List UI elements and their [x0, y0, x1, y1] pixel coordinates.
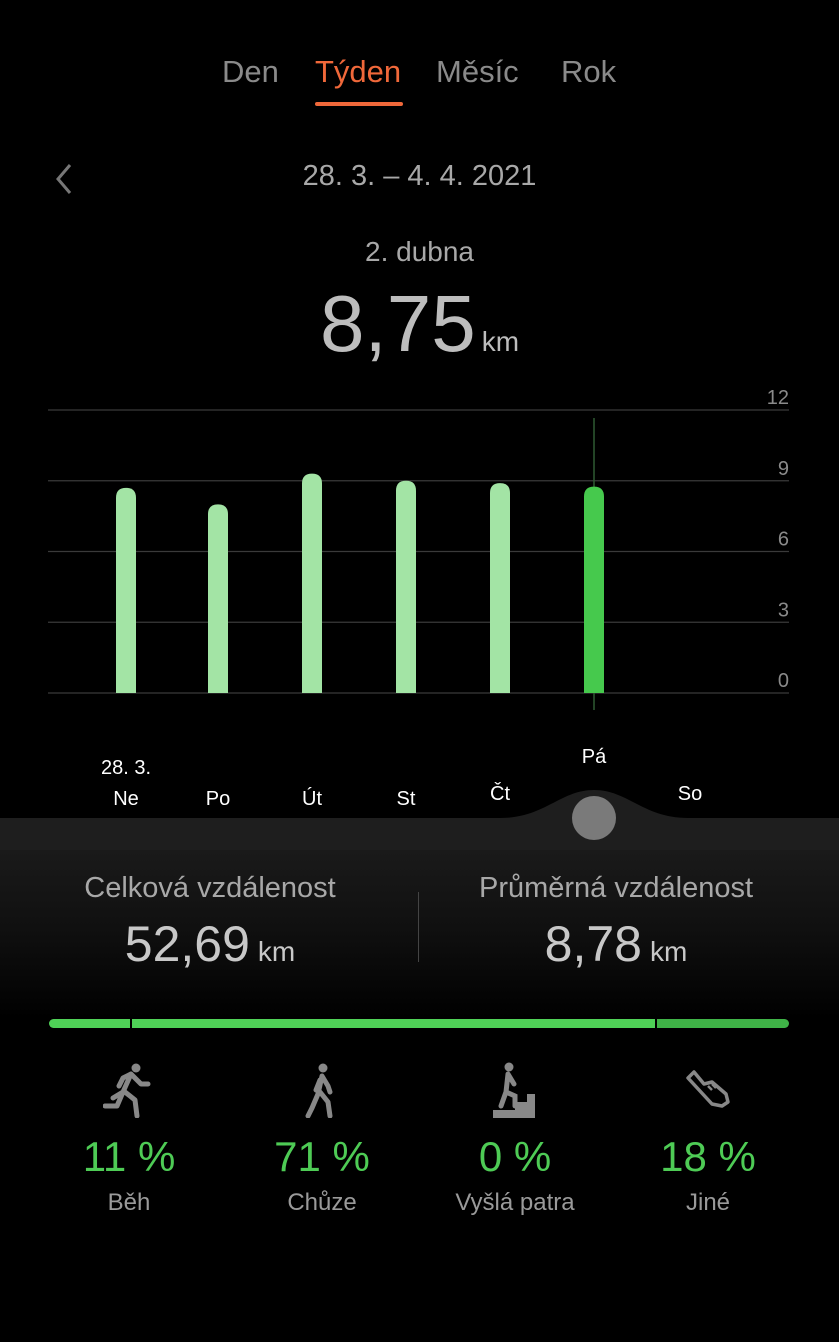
selected-unit: km — [481, 326, 520, 357]
total-distance-unit: km — [257, 936, 296, 967]
slider-handle[interactable] — [572, 796, 616, 840]
active-tab-indicator — [315, 102, 403, 106]
x-label-Čt[interactable]: Čt — [490, 783, 510, 805]
total-distance: Celková vzdálenost 52,69 km — [0, 872, 420, 973]
shoe-icon — [686, 1070, 730, 1108]
selected-value: 8,75 km — [0, 278, 839, 370]
selected-distance: 8,75 — [319, 279, 476, 368]
x-label-Út[interactable]: Út — [302, 788, 322, 810]
bar-Ne — [116, 487, 136, 693]
bar-Út — [302, 473, 322, 693]
floors-label: Vyšlá patra — [455, 1189, 575, 1216]
y-tick-label: 9 — [778, 458, 789, 480]
x-label-Po[interactable]: Po — [205, 788, 231, 810]
tab-rok[interactable]: Rok — [561, 54, 617, 89]
other-label: Jiné — [685, 1189, 731, 1216]
running-percent: 11 % — [82, 1133, 176, 1180]
x-label-first-date: 28. 3. — [100, 757, 152, 779]
activity-breakdown-bar — [49, 1019, 789, 1028]
x-label-St[interactable]: St — [396, 788, 416, 810]
y-tick-label: 3 — [778, 599, 789, 621]
walking-label: Chůze — [287, 1189, 357, 1216]
running-icon — [102, 1063, 151, 1119]
tab-mesic[interactable]: Měsíc — [436, 54, 519, 89]
activity-floors: 0 % Vyšlá patra — [415, 1062, 615, 1217]
floors-percent: 0 % — [478, 1133, 552, 1180]
average-distance-label: Průměrná vzdálenost — [478, 872, 754, 904]
running-label: Běh — [107, 1189, 151, 1216]
breakdown-segment — [49, 1019, 130, 1028]
x-label-Ne[interactable]: Ne — [113, 788, 139, 810]
bar-Pá — [584, 486, 604, 693]
y-tick-label: 12 — [767, 387, 789, 409]
average-distance: Průměrná vzdálenost 8,78 km — [406, 872, 826, 973]
stairs-icon — [493, 1062, 535, 1118]
y-tick-label: 6 — [778, 529, 789, 551]
bar-St — [396, 480, 416, 693]
divider — [418, 892, 419, 962]
x-label-Pá[interactable]: Pá — [581, 746, 607, 768]
activity-other: 18 % Jiné — [608, 1062, 808, 1217]
walking-icon — [305, 1063, 333, 1119]
bar-Čt — [490, 483, 510, 693]
total-distance-label: Celková vzdálenost — [84, 872, 336, 904]
breakdown-segment — [131, 1019, 655, 1028]
y-tick-label: 0 — [778, 670, 789, 692]
total-distance-value: 52,69 — [124, 916, 250, 972]
bar-Po — [208, 504, 228, 693]
weekly-distance-chart[interactable]: 0 3 6 9 12 — [0, 380, 839, 710]
other-percent: 18 % — [660, 1133, 756, 1180]
average-distance-value: 8,78 — [544, 916, 642, 972]
breakdown-segment — [656, 1019, 789, 1028]
summary-panel — [0, 818, 839, 1018]
activity-running: 11 % Běh — [29, 1062, 229, 1217]
activity-walking: 71 % Chůze — [222, 1062, 422, 1217]
average-distance-unit: km — [650, 936, 688, 967]
tab-den[interactable]: Den — [222, 54, 279, 89]
tab-tyden[interactable]: Týden — [315, 54, 402, 89]
chevron-left-icon[interactable] — [52, 162, 82, 196]
selected-date: 2. dubna — [365, 236, 474, 267]
walking-percent: 71 % — [274, 1133, 370, 1180]
date-range: 28. 3. – 4. 4. 2021 — [302, 160, 537, 192]
x-label-So[interactable]: So — [677, 783, 703, 805]
day-slider[interactable] — [0, 770, 839, 850]
